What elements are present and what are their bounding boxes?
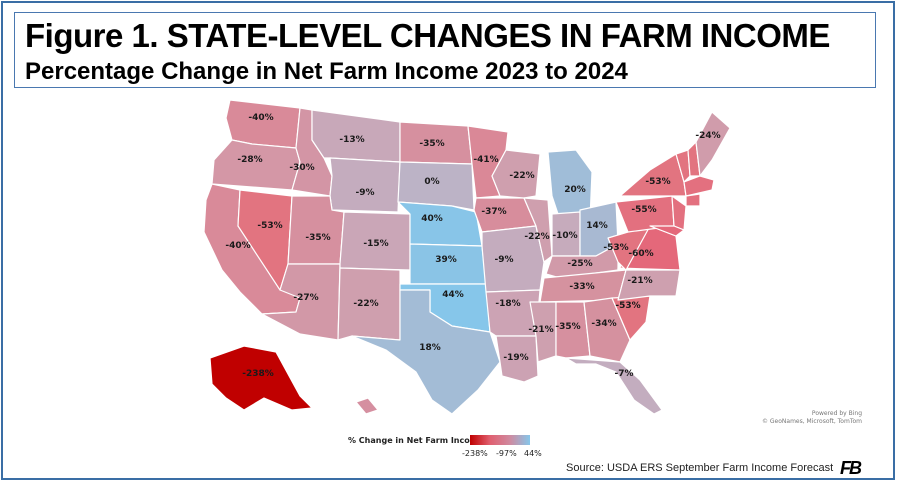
attribution-copyright: © GeoNames, Microsoft, TomTom: [761, 418, 862, 425]
state-label-mt: -13%: [339, 135, 364, 145]
state-label-ut: -35%: [305, 233, 330, 243]
farm-bureau-logo: FB: [840, 458, 862, 478]
state-label-ne: 40%: [421, 214, 443, 224]
state-il: [523, 197, 553, 263]
state-tx: [351, 289, 501, 415]
state-label-nv: -53%: [257, 221, 282, 231]
state-label-az: -27%: [293, 293, 318, 303]
state-label-al: -35%: [555, 322, 580, 332]
figure-subtitle: Percentage Change in Net Farm Income 202…: [25, 58, 628, 85]
state-label-tx: 18%: [419, 343, 441, 353]
state-label-nc: -21%: [627, 276, 652, 286]
state-label-me: -24%: [695, 131, 720, 141]
state-ct: [685, 193, 701, 207]
state-fl: [565, 357, 663, 415]
state-ny: [619, 153, 687, 197]
state-label-mi: 20%: [564, 185, 586, 195]
state-ak: [209, 345, 313, 411]
state-label-ms: -21%: [528, 325, 553, 335]
state-label-or: -28%: [237, 155, 262, 165]
state-label-ny: -53%: [645, 177, 670, 187]
state-or: [211, 139, 301, 191]
state-ma: [683, 175, 715, 197]
state-nj: [671, 195, 687, 231]
state-label-wy: -9%: [355, 188, 374, 198]
state-wy: [329, 157, 401, 213]
state-label-id: -30%: [289, 163, 314, 173]
state-me: [695, 111, 731, 177]
state-label-va: -60%: [628, 249, 653, 259]
state-label-ok: 44%: [442, 290, 464, 300]
state-label-tn: -33%: [569, 282, 594, 292]
state-label-nm: -22%: [353, 299, 378, 309]
legend-max-label: 44%: [524, 449, 542, 458]
state-label-ky: -25%: [567, 259, 592, 269]
state-label-la: -19%: [503, 353, 528, 363]
legend-color-scale: [470, 435, 530, 445]
state-label-sd: 0%: [424, 177, 439, 187]
state-hi: [355, 397, 379, 415]
state-wv: [607, 225, 651, 271]
figure-title: Figure 1. STATE-LEVEL CHANGES IN FARM IN…: [25, 17, 830, 54]
state-nc: [617, 269, 681, 301]
state-label-sc: -53%: [615, 301, 640, 311]
attribution-powered-by: Powered by Bing: [811, 410, 862, 417]
title-box: Figure 1. STATE-LEVEL CHANGES IN FARM IN…: [14, 12, 876, 88]
state-label-ca: -40%: [225, 241, 250, 251]
state-label-oh: 14%: [586, 221, 608, 231]
state-label-ia: -37%: [481, 207, 506, 217]
state-label-mn: -41%: [473, 155, 498, 165]
state-al: [555, 301, 591, 359]
state-label-ks: 39%: [435, 255, 457, 265]
legend-min-label: -238%: [462, 449, 488, 458]
state-ms: [529, 301, 557, 363]
state-label-in: -10%: [552, 231, 577, 241]
state-label-fl: -7%: [614, 369, 633, 379]
state-label-pa: -55%: [631, 205, 656, 215]
state-label-ak: -238%: [242, 369, 274, 379]
state-label-wa: -40%: [248, 113, 273, 123]
state-label-nd: -35%: [419, 139, 444, 149]
legend-mid-label: -97%: [496, 449, 517, 458]
state-label-ga: -34%: [591, 319, 616, 329]
state-label-co: -15%: [363, 239, 388, 249]
state-label-il: -22%: [524, 232, 549, 242]
state-label-mo: -9%: [494, 255, 513, 265]
state-label-wi: -22%: [509, 171, 534, 181]
map-attribution: Powered by Bing © GeoNames, Microsoft, T…: [752, 410, 862, 426]
state-label-ar: -18%: [495, 299, 520, 309]
source-note: Source: USDA ERS September Farm Income F…: [566, 462, 834, 474]
legend-title: % Change in Net Farm Income: [348, 436, 484, 445]
state-md: [649, 225, 685, 237]
state-label-wv: -53%: [603, 243, 628, 253]
state-sd: [397, 161, 475, 211]
